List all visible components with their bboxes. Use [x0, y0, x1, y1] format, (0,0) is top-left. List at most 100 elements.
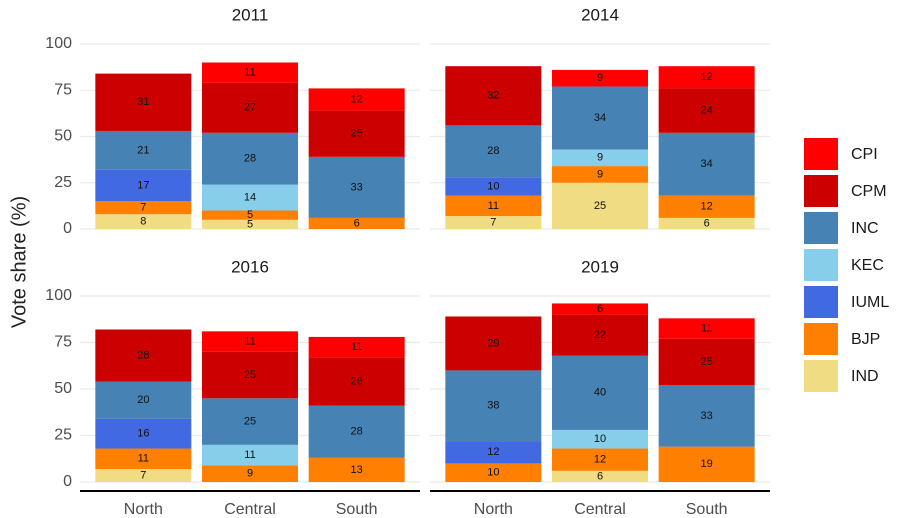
bar-segment [308, 336, 405, 358]
x-tick-label: South [336, 501, 378, 518]
data-label: 17 [137, 179, 149, 191]
data-label: 25 [594, 200, 606, 212]
bar-segment [202, 351, 298, 399]
bar-segment [658, 66, 755, 89]
bar-segment [202, 444, 298, 466]
data-label: 6 [597, 470, 603, 482]
bar-segment [202, 184, 298, 211]
y-tick-label: 25 [54, 174, 72, 191]
legend-swatch [804, 323, 838, 355]
bar-segment [658, 217, 755, 229]
data-label: 31 [137, 96, 149, 108]
bar-segment [445, 66, 542, 126]
bar-segment [202, 82, 298, 133]
bar-segment [445, 441, 542, 464]
y-tick-label: 25 [54, 427, 72, 444]
bar-segment [95, 448, 192, 469]
y-tick-label: 0 [63, 220, 72, 237]
bar-segment [202, 132, 298, 185]
legend-label: INC [851, 220, 879, 237]
bar-segment [308, 156, 405, 218]
bar-segment [552, 303, 648, 315]
x-tick-label: North [474, 501, 513, 518]
legend-label: CPM [851, 183, 887, 200]
bar-segment [95, 329, 192, 382]
data-label: 7 [140, 469, 146, 481]
bar-segment [658, 318, 755, 339]
bar-segment [95, 381, 192, 419]
bar-segment [95, 169, 192, 202]
bar-segment [658, 446, 755, 482]
y-tick-label: 100 [45, 35, 72, 52]
data-label: 11 [701, 322, 712, 334]
bar-segment [308, 88, 405, 111]
data-label: 13 [351, 464, 363, 476]
bar-segment [445, 370, 542, 442]
data-label: 28 [351, 426, 363, 438]
data-label: 10 [487, 467, 499, 479]
bar-segment [445, 195, 542, 217]
data-label: 10 [594, 433, 606, 445]
data-label: 12 [701, 71, 713, 83]
legend-swatch [804, 249, 838, 281]
legend-swatch [804, 212, 838, 244]
data-label: 20 [137, 394, 149, 406]
data-label: 5 [247, 209, 253, 221]
panel-title: 2014 [581, 5, 619, 24]
x-tick-label: South [686, 501, 728, 518]
legend-label: BJP [851, 331, 880, 348]
data-label: 16 [137, 428, 149, 440]
data-label: 12 [351, 93, 363, 105]
panel-title: 2011 [232, 5, 269, 24]
bar-segment [552, 470, 648, 482]
bar-segment [202, 62, 298, 83]
data-label: 33 [351, 181, 363, 193]
data-label: 11 [244, 67, 255, 79]
data-label: 26 [351, 375, 363, 387]
legend-swatch [804, 286, 838, 318]
data-label: 32 [487, 90, 499, 102]
data-label: 5 [247, 218, 253, 230]
bar-segment [202, 398, 298, 445]
data-label: 6 [704, 217, 710, 229]
bar-segment [658, 338, 755, 386]
x-tick-label: Central [574, 501, 626, 518]
data-label: 6 [354, 217, 360, 229]
bar-segment [202, 331, 298, 352]
data-label: 29 [487, 337, 499, 349]
bar-segment [202, 465, 298, 482]
bar-segment [308, 405, 405, 458]
data-label: 28 [137, 349, 149, 361]
data-label: 28 [487, 145, 499, 157]
bar-segment [445, 177, 542, 196]
data-label: 21 [137, 144, 149, 156]
data-label: 9 [597, 168, 603, 180]
bar-segment [552, 166, 648, 183]
bar-segment [308, 357, 405, 406]
data-label: 33 [701, 410, 713, 422]
bar-segment [445, 125, 542, 178]
panel-title: 2016 [231, 257, 269, 276]
data-label: 25 [244, 369, 256, 381]
y-tick-label: 75 [54, 81, 72, 98]
bar-segment [95, 73, 192, 131]
bar-segment [95, 214, 192, 229]
legend-label: IUML [851, 294, 889, 311]
data-label: 22 [594, 329, 606, 341]
bar-segment [658, 88, 755, 133]
data-label: 25 [351, 128, 363, 140]
data-label: 7 [490, 216, 496, 228]
bar-segment [202, 219, 298, 229]
legend-label: CPI [851, 146, 878, 163]
y-tick-label: 100 [45, 287, 72, 304]
bar-segment [552, 182, 648, 229]
data-label: 11 [138, 453, 149, 465]
bar-segment [552, 429, 648, 449]
y-tick-label: 50 [54, 128, 72, 145]
data-label: 12 [701, 201, 713, 213]
data-label: 7 [140, 202, 146, 214]
data-label: 12 [594, 454, 606, 466]
data-label: 14 [244, 191, 256, 203]
data-label: 11 [244, 449, 255, 461]
